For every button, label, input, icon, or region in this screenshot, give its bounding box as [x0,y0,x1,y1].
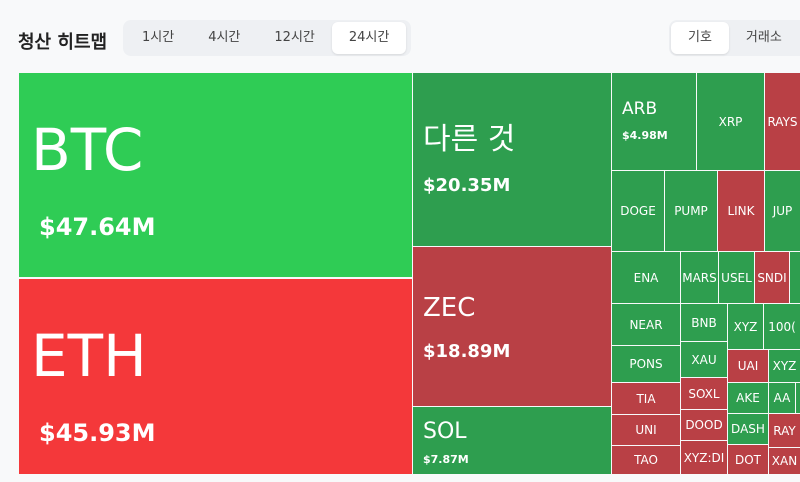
tile-value: $20.35M [423,175,511,196]
tile-label: DOT [734,452,761,467]
heatmap-tile[interactable]: XYZ [727,303,764,350]
heatmap-tile[interactable]: BTC $47.64M [18,72,413,278]
heatmap-tile[interactable]: SOXL [680,377,728,410]
heatmap-tile[interactable]: XAN [768,447,800,475]
heatmap-tile[interactable]: MARS [680,251,719,304]
heatmap-tile[interactable]: JUP [764,170,800,252]
heatmap-tile[interactable]: DOGE [611,170,665,252]
tile-label: UAI [737,359,759,373]
heatmap-tile[interactable]: XYZ [768,349,800,383]
tile-label: TIA [636,391,656,406]
heatmap-tile[interactable]: PONS [611,345,681,383]
heatmap-tile[interactable]: UNI [611,414,681,446]
heatmap-tile[interactable]: 다른 것 $20.35M [412,72,612,247]
tile-label: XYZ:DI [683,450,725,465]
tile-label: SOL [423,419,467,444]
tile-label: 다른 것 [423,122,516,157]
tile-label: ARB [622,99,658,119]
tile-label: PONS [629,357,663,371]
heatmap-tile[interactable]: DOOD [680,409,728,441]
tile-label: AA [773,391,791,405]
tile-value: $45.93M [39,419,156,447]
view-toggle: 기호 거래소 [669,20,800,56]
heatmap-tile[interactable]: NEAR [611,303,681,346]
heatmap-tile[interactable]: TIA [611,382,681,415]
heatmap-tile[interactable]: USEL [718,251,755,304]
tile-label: SNDI [757,270,787,285]
tile-label: ZEC [423,293,476,323]
time-tabs: 1시간 4시간 12시간 24시간 [123,20,411,56]
heatmap-tile[interactable]: XAU [680,341,728,378]
heatmap-tile[interactable]: 100( [763,303,800,350]
tile-label: NEAR [629,317,663,332]
time-tab[interactable]: 1시간 [142,30,175,45]
heatmap-tile[interactable]: TAO [611,445,681,475]
tile-label: MARS [682,270,717,285]
tile-label: SOXL [688,386,720,401]
heatmap-tile[interactable]: ETH $45.93M [18,278,413,475]
tile-label: 100( [768,319,796,334]
tile-value: $47.64M [39,213,156,241]
toggle-option[interactable]: 거래소 [745,30,782,45]
heatmap-tile[interactable]: XRP [696,72,765,171]
tile-label: AKE [736,391,760,405]
heatmap-tile[interactable]: ZEC $18.89M [412,246,612,407]
tile-label: BNB [691,315,717,330]
heatmap-tile[interactable]: DASH [727,413,769,445]
time-tab[interactable]: 4시간 [208,30,241,45]
tile-sliver [789,251,800,304]
tile-label: LINK [727,204,755,218]
tile-label: TAO [634,453,658,467]
tile-value: $18.89M [423,341,511,362]
heatmap-tile[interactable]: RAY [768,413,800,448]
heatmap-tile[interactable]: BNB [680,303,728,342]
heatmap-tile[interactable]: XYZ:DI [680,440,728,475]
heatmap-tile[interactable]: AKE [727,382,769,414]
heatmap-tile[interactable]: ENA [611,251,681,304]
heatmap-tile[interactable]: RAYS [764,72,800,171]
tile-label: DOGE [620,204,656,218]
tile-label: XYZ [733,319,758,334]
heatmap-tile[interactable]: ARB $4.98M [611,72,697,171]
tile-label: PUMP [674,204,708,218]
tile-value: $4.98M [622,129,668,142]
heatmap-tile[interactable]: UAI [727,349,769,383]
tile-label: RAYS [767,114,798,129]
tile-label: DASH [731,422,765,436]
heatmap-tile[interactable]: DOT [727,444,769,475]
heatmap-tile[interactable]: LINK [717,170,765,252]
time-tab[interactable]: 12시간 [274,30,315,45]
tile-label: RAY [773,423,796,438]
tile-label: UNI [635,423,657,437]
toggle-option[interactable]: 기호 [671,22,729,54]
heatmap-tile[interactable]: SNDI [754,251,790,304]
tile-label: XAN [771,454,798,468]
tile-label: XAU [691,352,717,367]
tile-label: ETH [31,322,147,390]
time-tab[interactable]: 24시간 [331,22,407,54]
tile-label: ENA [633,270,659,285]
tile-label: JUP [772,204,793,218]
page-title: 청산 히트맵 [18,32,108,53]
heatmap-tile[interactable]: AA [768,382,796,414]
heatmap-tile[interactable]: PUMP [664,170,718,252]
tile-value: $7.87M [423,453,469,466]
tile-label: BTC [31,116,144,184]
heatmap-tile[interactable]: SOL $7.87M [412,406,612,475]
tile-label: USEL [721,270,752,285]
tile-label: DOOD [685,418,723,432]
tile-label: XYZ [772,359,797,373]
tile-label: XRP [718,114,743,129]
